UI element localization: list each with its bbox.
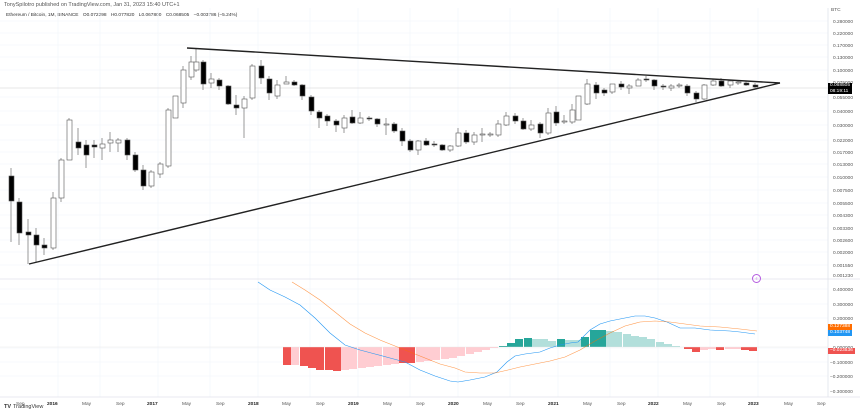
svg-text:0.040000: 0.040000: [833, 109, 853, 115]
svg-text:0.005500: 0.005500: [833, 201, 853, 207]
svg-text:2019: 2019: [348, 401, 359, 407]
svg-text:0.100000: 0.100000: [833, 68, 853, 74]
svg-text:0.001230: 0.001230: [833, 273, 853, 279]
svg-text:0.170000: 0.170000: [833, 43, 853, 49]
svg-text:Sep: Sep: [416, 401, 425, 407]
svg-text:0.007500: 0.007500: [833, 188, 853, 194]
ohlc-open: O0.072298: [82, 13, 107, 18]
svg-text:May: May: [282, 401, 292, 407]
tradingview-logo[interactable]: TV TradingView: [4, 404, 43, 410]
svg-text:2016: 2016: [47, 401, 58, 407]
symbol-title[interactable]: Ethereum / Bitcoin, 1M, BINANCE: [6, 13, 79, 18]
svg-text:Sep: Sep: [516, 401, 525, 407]
macd-line: [257, 281, 756, 383]
svg-text:Sep: Sep: [16, 401, 25, 407]
svg-text:0.017000: 0.017000: [833, 150, 853, 156]
ohlc-high: H0.077820: [110, 13, 135, 18]
svg-text:2023: 2023: [748, 401, 759, 407]
symbol-legend: Ethereum / Bitcoin, 1M, BINANCE O0.07229…: [6, 13, 240, 18]
svg-text:May: May: [683, 401, 693, 407]
macd-value-tag: 0.103748: [828, 330, 853, 336]
svg-text:May: May: [784, 401, 794, 407]
svg-text:−0.200000: −0.200000: [830, 374, 853, 380]
svg-text:0.130000: 0.130000: [833, 55, 853, 61]
support-trendline: [28, 82, 781, 265]
svg-text:0.002600: 0.002600: [833, 238, 853, 244]
histogram-value-tag: −0.023536: [828, 348, 855, 354]
bar-countdown: 08:19:11: [830, 88, 849, 94]
triangle-trendlines: [28, 47, 781, 265]
time-axis[interactable]: Sep 2016 May Sep 2017 May Sep 2018 May S…: [16, 401, 826, 407]
price-axis[interactable]: BTC 0.280000 0.220000 0.170000 0.130000 …: [830, 7, 853, 395]
svg-text:0.300000: 0.300000: [833, 302, 853, 308]
svg-text:0.200000: 0.200000: [833, 316, 853, 322]
price-axis-currency: BTC: [831, 7, 841, 13]
tradingview-brand: TradingView: [13, 404, 44, 410]
ohlc-change: −0.003786 (−5.24%): [193, 13, 238, 18]
svg-text:2022: 2022: [648, 401, 659, 407]
signal-value-tag: 0.127388: [828, 324, 853, 330]
svg-text:Sep: Sep: [216, 401, 225, 407]
svg-text:0.220000: 0.220000: [833, 31, 853, 37]
svg-text:2020: 2020: [448, 401, 459, 407]
svg-text:0.004300: 0.004300: [833, 213, 853, 219]
svg-text:Sep: Sep: [717, 401, 726, 407]
ohlc-low: L0.067800: [138, 13, 162, 18]
svg-text:0.400000: 0.400000: [833, 287, 853, 293]
resistance-trendline: [186, 47, 781, 84]
svg-text:May: May: [182, 401, 192, 407]
svg-text:0.013000: 0.013000: [833, 162, 853, 168]
svg-text:2021: 2021: [548, 401, 559, 407]
svg-text:0.003300: 0.003300: [833, 226, 853, 232]
svg-text:2018: 2018: [248, 401, 259, 407]
ohlc-close: C0.068505: [165, 13, 190, 18]
svg-text:Sep: Sep: [116, 401, 125, 407]
svg-text:Sep: Sep: [316, 401, 325, 407]
svg-text:May: May: [483, 401, 493, 407]
svg-text:Sep: Sep: [817, 401, 826, 407]
svg-text:0.002000: 0.002000: [833, 250, 853, 256]
svg-text:0.022000: 0.022000: [833, 138, 853, 144]
svg-text:2017: 2017: [147, 401, 158, 407]
svg-text:Sep: Sep: [617, 401, 626, 407]
svg-text:−0.100000: −0.100000: [830, 360, 853, 366]
svg-text:May: May: [82, 401, 92, 407]
macd-histogram: [283, 330, 757, 371]
current-price-tag: 0.068505 08:19:11: [828, 83, 853, 94]
candlesticks: [8, 48, 759, 264]
svg-text:May: May: [383, 401, 393, 407]
svg-text:May: May: [583, 401, 593, 407]
svg-text:0.030000: 0.030000: [833, 123, 853, 129]
svg-text:0.280000: 0.280000: [833, 19, 853, 25]
dividend-event-icon[interactable]: ₫: [752, 274, 761, 283]
current-price-value: 0.068505: [830, 83, 851, 88]
tradingview-logo-icon: TV: [4, 404, 12, 410]
signal-line: [291, 281, 758, 374]
svg-text:−0.300000: −0.300000: [830, 389, 853, 395]
svg-text:0.001550: 0.001550: [833, 263, 853, 269]
publisher-credit: TonySpilotro published on TradingView.co…: [4, 2, 180, 8]
svg-text:0.010000: 0.010000: [833, 175, 853, 181]
grid: [0, 8, 828, 397]
svg-text:0.055000: 0.055000: [833, 95, 853, 101]
